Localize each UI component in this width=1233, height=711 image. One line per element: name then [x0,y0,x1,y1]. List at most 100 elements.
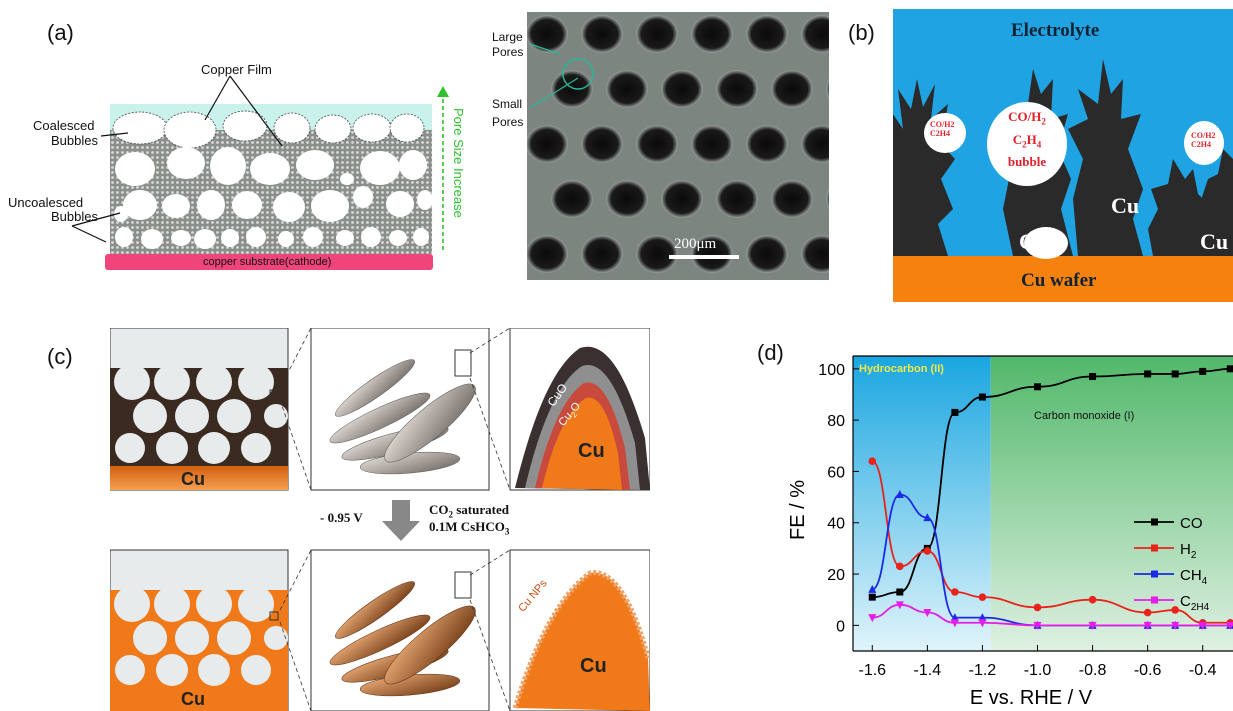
point-C2H4 [1033,621,1042,630]
copper-substrate [105,254,433,270]
point-C2H4 [978,619,987,628]
voltage-label: - 0.95 V [320,510,363,525]
small-pores-label-1: Small [492,97,523,111]
sem-pore [691,235,733,273]
x-tick-label: -0.4 [1189,662,1217,679]
y-tick-label: 40 [827,516,845,533]
point-CO [1144,370,1152,378]
sem-pore [581,125,623,163]
point-C2H4 [923,609,932,618]
panel-b-illustration [893,9,1233,302]
legend-marker [1151,544,1158,552]
point-C2H4 [1088,621,1097,630]
legend-marker [1151,570,1158,578]
panel-label-c: (c) [47,344,73,369]
cu-wafer [893,256,1233,302]
sem-pore [661,180,703,218]
point-H2 [1171,606,1179,614]
sem-pore [716,180,758,218]
sem-pore [527,125,568,163]
panel-c-illustration [110,328,650,711]
cu-core-bottom-label: Cu [580,655,607,677]
sem-pore [661,70,703,108]
point-C2H4 [895,601,904,610]
point-H2 [896,562,904,571]
y-tick-label: 20 [827,567,845,584]
sem-pore [606,70,648,108]
sem-pore [636,125,678,163]
cu-label-bottom: Cu [181,689,205,709]
point-H2 [1143,608,1152,617]
x-tick-label: -0.8 [1079,662,1107,679]
substrate-label: copper substrate(cathode) [203,256,332,268]
coalesced-label-2: Bubbles [51,133,98,148]
point-CO [896,588,904,596]
point-H2 [923,547,932,555]
panel-label-d: (d) [757,340,784,365]
point-CO [1033,383,1041,391]
point-H2 [978,593,987,601]
condition-line-2: 0.1M CsHCO3 [429,519,510,537]
x-tick-label: -1.2 [969,662,997,679]
sem-pore [801,15,829,53]
point-H2 [951,588,959,596]
sem-pore [636,15,678,53]
point-CH4 [923,513,932,522]
sem-pore [636,235,678,273]
point-H2 [1088,595,1097,604]
grey-spikes [329,359,476,475]
pore-size-label: Pore Size Increase [451,108,466,218]
cu-right-label: Cu [1200,229,1229,254]
sem-pore [551,180,593,218]
point-CO [1199,367,1207,375]
sem-pore [527,235,568,273]
cu-left-label: Cu [1019,229,1048,254]
sem-pore [716,70,758,108]
x-tick-label: -0.6 [1134,662,1162,679]
point-CO [868,593,876,601]
y-tick-label: 80 [827,413,845,430]
sem-pore [746,15,788,53]
sem-pore [691,125,733,163]
cu-center-label: Cu [1111,193,1140,218]
sem-pore [746,235,788,273]
cu-wafer-label: Cu wafer [1021,270,1097,291]
large-pores-label-1: Large [492,30,523,44]
y-tick-label: 0 [836,618,845,635]
sem-pore [771,70,813,108]
legend-label: CO [1180,515,1203,532]
bubble-left-label: CO/H2 C2H4 [930,120,955,138]
panel-a-schematic [71,75,449,270]
point-C2H4 [868,614,877,623]
region-right-label: Carbon monoxide (I) [1034,410,1134,422]
copper-spikes [329,581,476,697]
electrolyte-label: Electrolyte [1011,20,1100,41]
bubbles-b [924,102,1224,259]
sem-image [527,12,829,280]
panel-label-b: (b) [848,20,875,45]
sem-pore [801,235,829,273]
sem-pore [581,235,623,273]
point-CO [1226,365,1233,373]
coalesced-label-1: Coalesced [33,118,95,133]
bubble-right-label: CO/H2 C2H4 [1191,131,1216,149]
point-C2H4 [1226,621,1233,630]
point-H2 [1033,603,1042,612]
condition-line-1: CO2 saturated [429,502,509,520]
sem-scale-label: 200μm [674,236,717,252]
sem-pore [581,15,623,53]
uncoalesced-label-1: Uncoalesced [8,195,84,210]
point-CO [951,408,959,416]
sem-pore [527,15,568,53]
y-tick-label: 60 [827,464,845,481]
legend-marker [1151,518,1158,526]
sem-pointers [529,43,594,109]
arrow-head [437,86,449,97]
point-CH4 [950,613,959,622]
copper-film-label: Copper Film [201,62,272,77]
down-arrow [382,500,420,541]
x-axis-label: E vs. RHE / V [970,687,1093,709]
cu-label-top: Cu [181,469,205,489]
small-pores-label-2: Pores [492,115,524,129]
point-CH4 [895,490,904,499]
